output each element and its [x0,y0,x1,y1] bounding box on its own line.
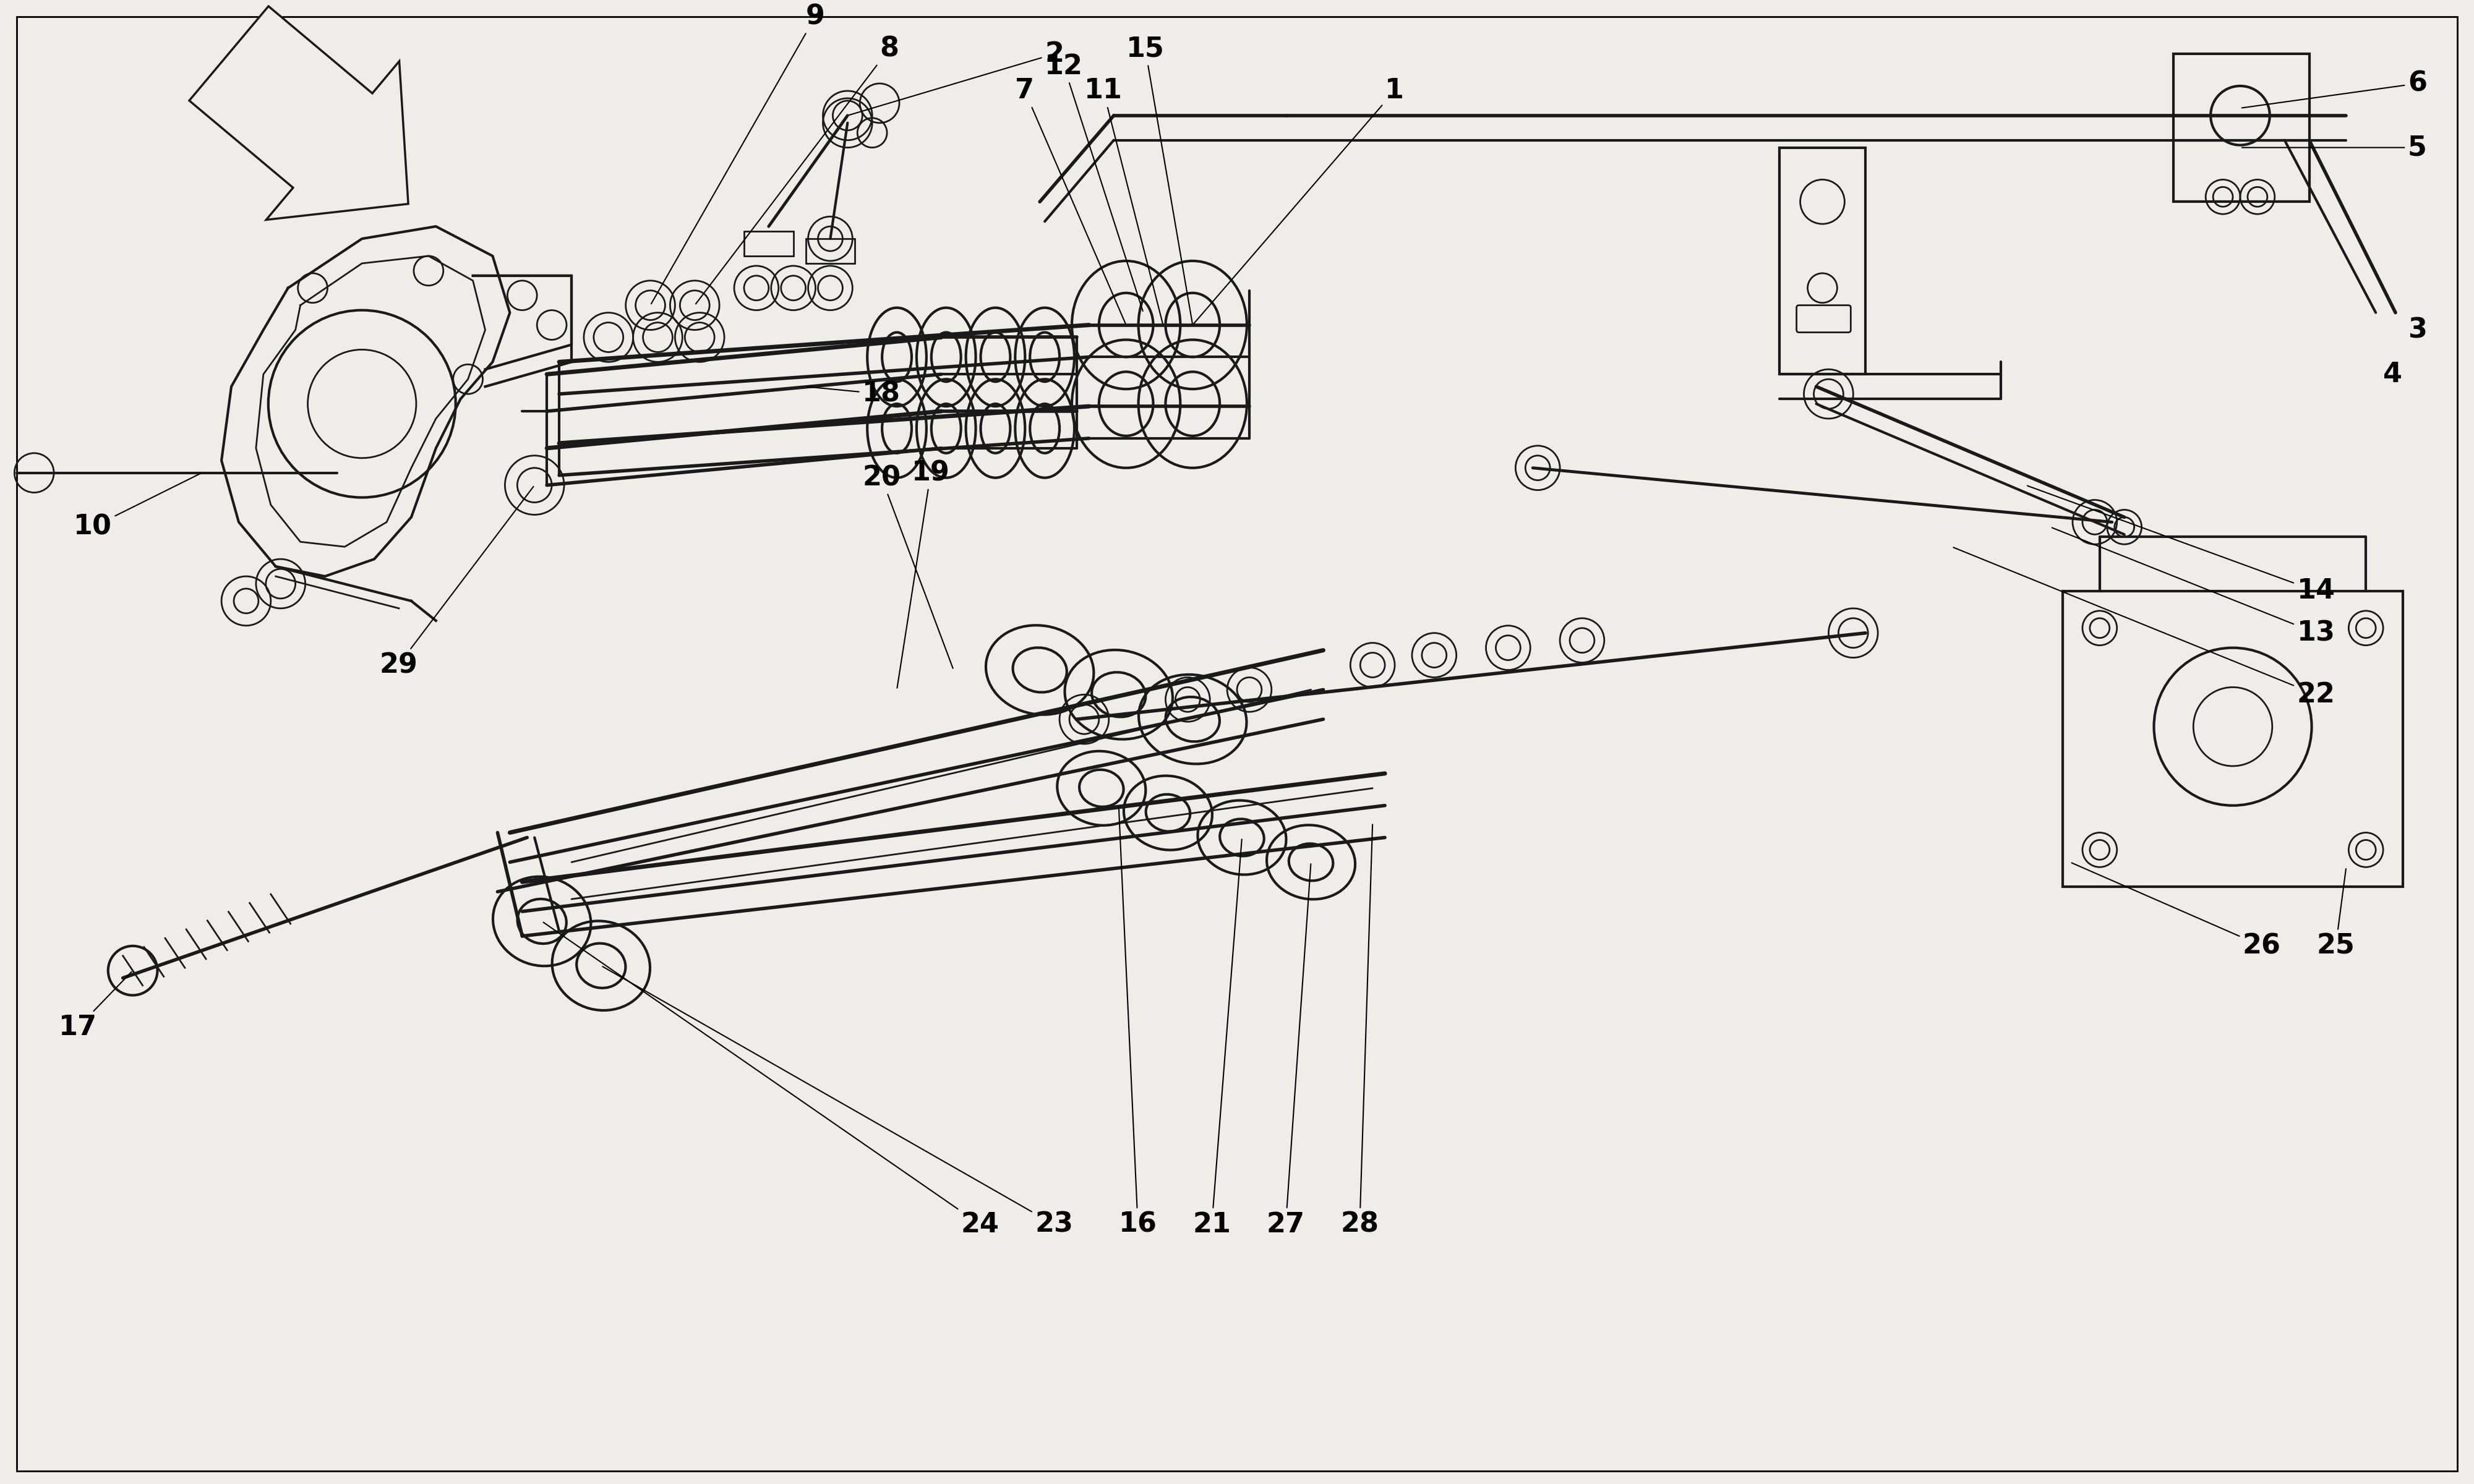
Text: 15: 15 [1126,36,1192,324]
Text: 26: 26 [2071,862,2281,959]
Text: 19: 19 [898,460,950,689]
Text: 2: 2 [849,40,1064,116]
Text: 17: 17 [59,972,131,1040]
Polygon shape [188,6,408,220]
Text: 29: 29 [379,487,534,678]
Text: 10: 10 [74,473,200,540]
Text: 11: 11 [1084,77,1163,324]
Text: 14: 14 [2026,485,2335,604]
Text: 16: 16 [1118,807,1158,1238]
Text: 13: 13 [2051,528,2335,647]
Text: 18: 18 [807,381,901,407]
Text: 4: 4 [2382,361,2402,387]
Text: 21: 21 [1192,840,1242,1238]
Text: 8: 8 [695,36,898,304]
Text: 5: 5 [2241,134,2427,160]
Text: 28: 28 [1341,825,1378,1238]
Text: 1: 1 [1195,77,1405,324]
Text: 7: 7 [1014,77,1126,324]
Text: 20: 20 [863,464,952,668]
Text: 25: 25 [2316,868,2355,959]
Text: 3: 3 [2407,316,2427,343]
Text: 9: 9 [651,3,824,304]
Text: 24: 24 [544,922,999,1238]
Text: 12: 12 [1044,53,1143,312]
Text: 6: 6 [2241,70,2427,108]
Text: 23: 23 [604,966,1074,1238]
Text: 22: 22 [1954,548,2335,708]
Text: 27: 27 [1267,864,1311,1238]
